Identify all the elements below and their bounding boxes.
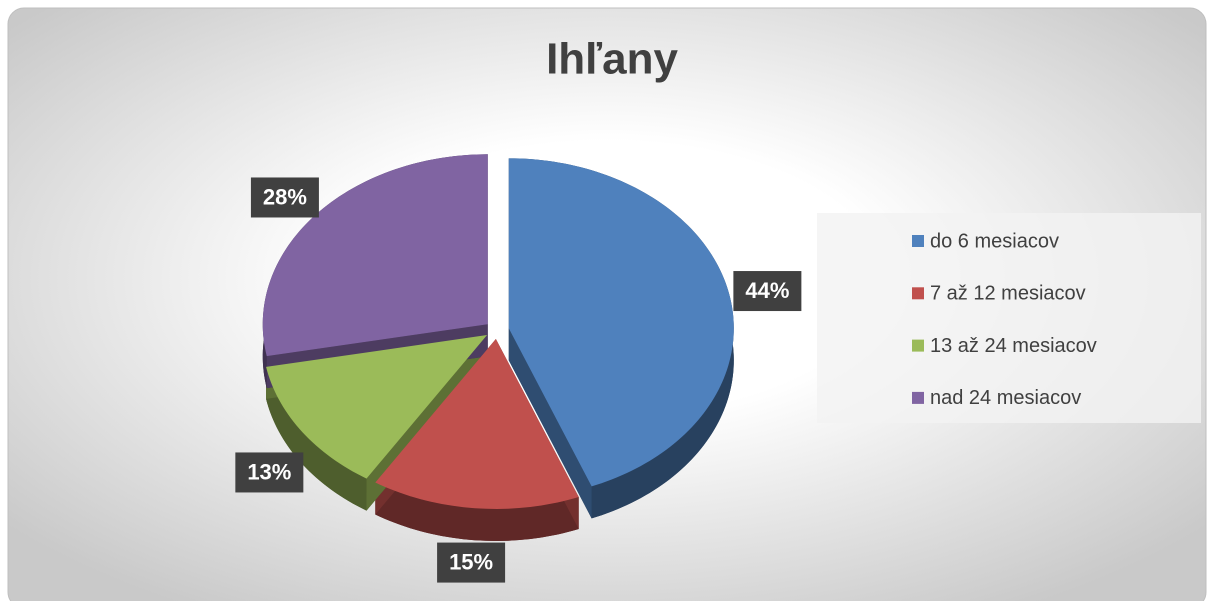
legend-label: nad 24 mesiacov bbox=[930, 387, 1081, 409]
data-label: 15% bbox=[449, 549, 493, 574]
legend-box bbox=[817, 213, 1201, 423]
slice bbox=[375, 338, 579, 509]
legend-label: do 6 mesiacov bbox=[930, 230, 1059, 252]
slice bbox=[508, 158, 734, 487]
label-box bbox=[235, 452, 304, 493]
labels: 44% 15% 13% 28% bbox=[235, 177, 802, 583]
legend-label: 13 až 24 mesiacov bbox=[930, 335, 1097, 357]
legend-swatch bbox=[912, 235, 924, 247]
slice bbox=[262, 154, 488, 357]
slice-side bbox=[266, 366, 367, 511]
label-box bbox=[437, 542, 506, 583]
data-label: 13% bbox=[247, 459, 291, 484]
chart-title: Ihľany bbox=[546, 35, 678, 84]
data-label: 44% bbox=[745, 278, 789, 303]
legend-swatch bbox=[912, 287, 924, 300]
slice bbox=[266, 335, 488, 479]
legend-swatch bbox=[912, 339, 924, 352]
data-label: 28% bbox=[263, 184, 307, 209]
slice-edge bbox=[508, 328, 592, 519]
slice-tops bbox=[262, 154, 734, 509]
legend-label: 7 až 12 mesiacov bbox=[930, 283, 1086, 305]
label-box bbox=[250, 177, 319, 218]
slice-side bbox=[375, 482, 579, 541]
legend-swatch bbox=[912, 391, 924, 404]
label-box bbox=[733, 271, 802, 312]
